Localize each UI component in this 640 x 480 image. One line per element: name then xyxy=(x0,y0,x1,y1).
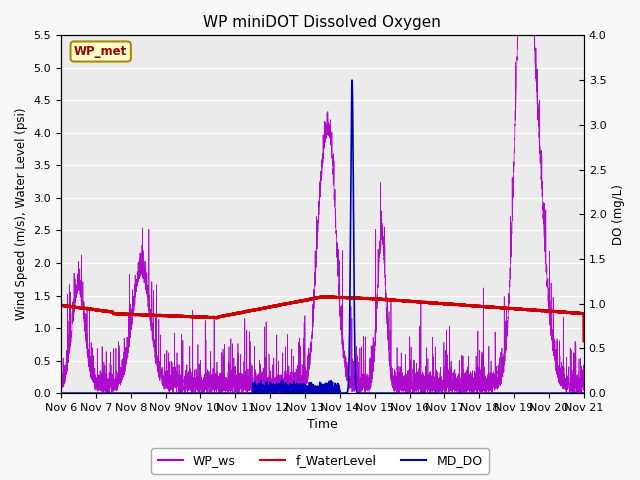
Title: WP miniDOT Dissolved Oxygen: WP miniDOT Dissolved Oxygen xyxy=(204,15,442,30)
Legend: WP_ws, f_WaterLevel, MD_DO: WP_ws, f_WaterLevel, MD_DO xyxy=(151,448,489,474)
Text: WP_met: WP_met xyxy=(74,45,127,58)
Y-axis label: DO (mg/L): DO (mg/L) xyxy=(612,184,625,245)
Y-axis label: Wind Speed (m/s), Water Level (psi): Wind Speed (m/s), Water Level (psi) xyxy=(15,108,28,321)
X-axis label: Time: Time xyxy=(307,419,338,432)
